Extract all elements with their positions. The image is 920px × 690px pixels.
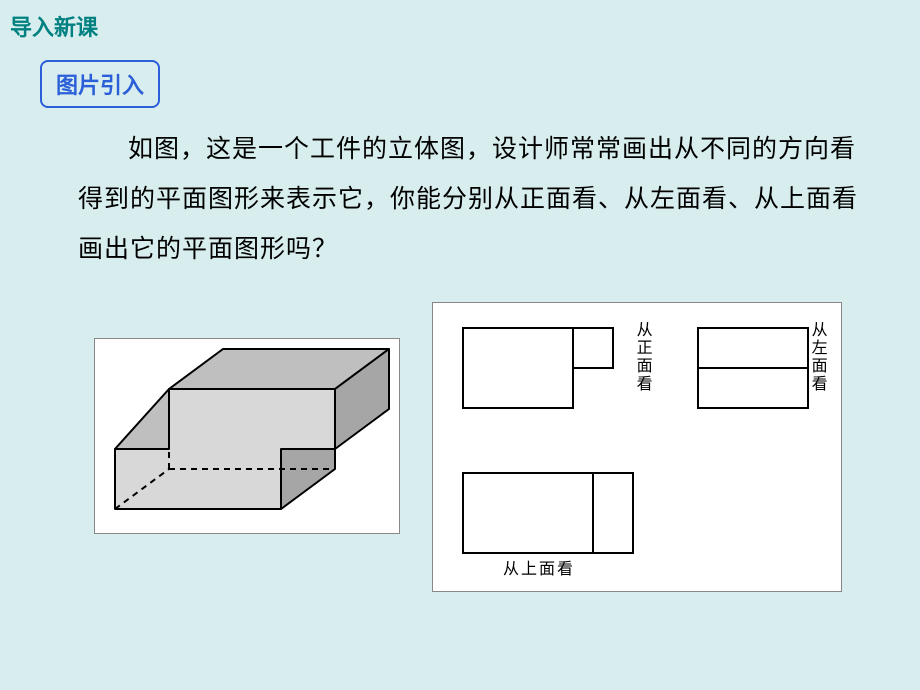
isometric-figure [94,338,400,534]
left-view-label: 从左面看 [808,321,826,393]
front-view-label: 从正面看 [633,321,651,393]
top-view-label: 从上面看 [503,555,575,579]
isometric-svg [95,339,401,535]
intro-badge: 图片引入 [40,60,160,108]
orthographic-views: 从正面看 从左面看 从上面看 [432,302,842,592]
section-header: 导入新课 [10,10,98,42]
body-paragraph: 如图，这是一个工件的立体图，设计师常常画出从不同的方向看得到的平面图形来表示它，… [78,124,860,274]
